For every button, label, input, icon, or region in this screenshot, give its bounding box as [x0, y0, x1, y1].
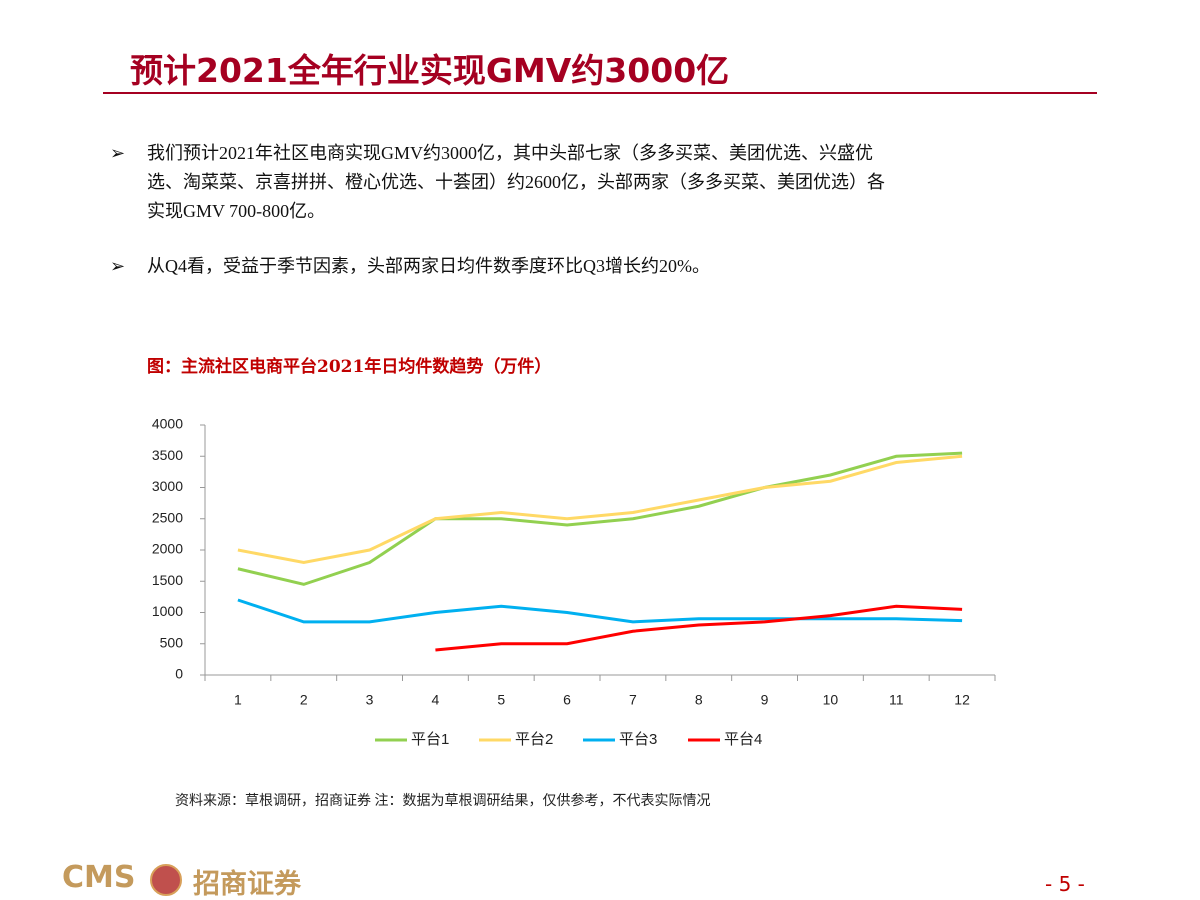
chart-title: 图：主流社区电商平台2021年日均件数趋势（万件） — [147, 357, 552, 377]
bullet-line: 选、淘菜菜、京喜拼拼、橙心优选、十荟团）约2600亿，头部两家（多多买菜、美团优… — [147, 172, 885, 192]
x-tick-label: 10 — [823, 692, 839, 708]
bullet-line: 实现GMV 700-800亿。 — [147, 201, 326, 221]
source-note: 资料来源：草根调研，招商证券 注：数据为草根调研结果，仅供参考，不代表实际情况 — [175, 794, 711, 809]
bullet: ➢ 从Q4看，受益于季节因素，头部两家日均件数季度环比Q3增长约20%。 — [110, 252, 710, 281]
x-tick-label: 4 — [432, 692, 440, 708]
y-tick-label: 500 — [160, 634, 184, 650]
y-tick-label: 2000 — [152, 541, 183, 557]
y-tick-label: 0 — [175, 666, 183, 682]
x-tick-label: 2 — [300, 692, 308, 708]
page-number: - 5 - — [1045, 872, 1085, 896]
y-tick-label: 3500 — [152, 447, 183, 463]
legend-label: 平台1 — [411, 731, 449, 748]
y-tick-label: 3000 — [152, 478, 183, 494]
y-tick-label: 2500 — [152, 509, 183, 525]
y-tick-label: 4000 — [152, 416, 183, 432]
series-line — [237, 598, 963, 624]
y-tick-label: 1000 — [152, 603, 183, 619]
x-tick-label: 11 — [889, 692, 904, 708]
legend-label: 平台4 — [724, 731, 762, 748]
bullet-line: 从Q4看，受益于季节因素，头部两家日均件数季度环比Q3增长约20%。 — [147, 256, 710, 276]
logo-text: CMS — [62, 860, 136, 895]
bullet-marker: ➢ — [110, 143, 126, 163]
x-tick-label: 12 — [954, 692, 970, 708]
x-tick-label: 3 — [366, 692, 374, 708]
x-tick-label: 6 — [563, 692, 571, 708]
x-tick-label: 5 — [497, 692, 505, 708]
legend-label: 平台3 — [619, 731, 657, 748]
company-name: 招商证券 — [193, 869, 301, 900]
bullet: ➢ 我们预计2021年社区电商实现GMV约3000亿，其中头部七家（多多买菜、美团… — [110, 139, 885, 226]
slide-title: 预计2021全年行业实现GMV约3000亿 — [130, 51, 730, 90]
y-tick-label: 1500 — [152, 572, 183, 588]
x-tick-label: 1 — [234, 692, 242, 708]
title-rule — [103, 92, 1097, 94]
x-tick-label: 9 — [761, 692, 769, 708]
bullet-marker: ➢ — [110, 256, 126, 276]
series-line — [237, 451, 963, 586]
x-tick-label: 7 — [629, 692, 637, 708]
logo-icon — [150, 864, 182, 896]
bullet-line: 我们预计2021年社区电商实现GMV约3000亿，其中头部七家（多多买菜、美团优… — [147, 143, 873, 163]
x-tick-label: 8 — [695, 692, 703, 708]
series-line — [435, 604, 963, 652]
legend-label: 平台2 — [515, 731, 553, 748]
series-line — [237, 454, 963, 565]
